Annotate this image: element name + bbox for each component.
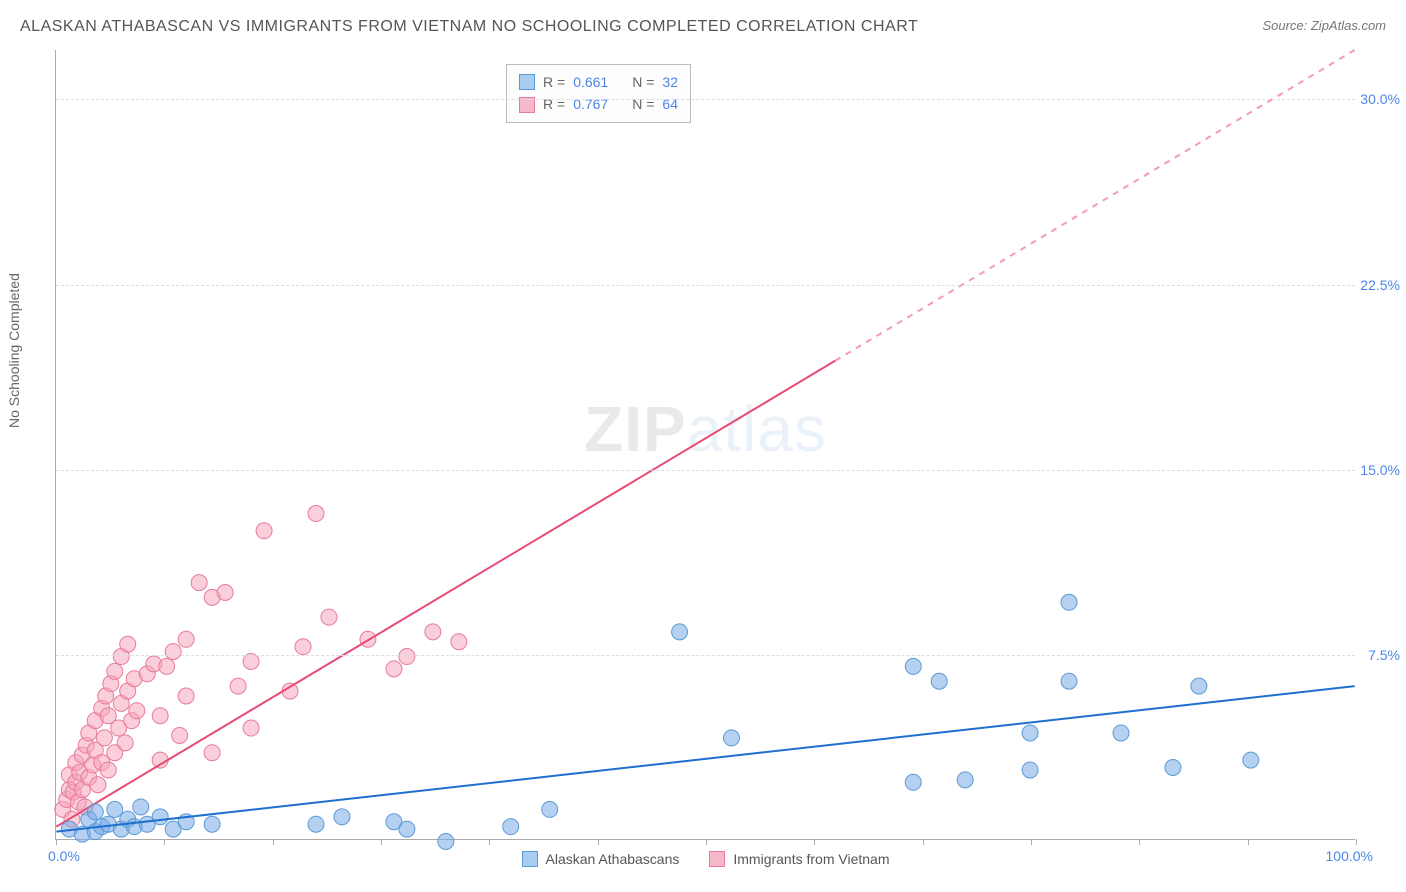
x-tick: [706, 839, 707, 845]
x-tick: [1031, 839, 1032, 845]
data-point: [425, 624, 441, 640]
legend-series-label: Alaskan Athabascans: [546, 851, 680, 867]
data-point: [957, 772, 973, 788]
data-point: [1022, 725, 1038, 741]
data-point: [399, 821, 415, 837]
legend-swatch-icon: [709, 851, 725, 867]
data-point: [672, 624, 688, 640]
data-point: [217, 584, 233, 600]
trend-line-extrapolated: [835, 50, 1354, 361]
data-point: [1022, 762, 1038, 778]
x-tick: [923, 839, 924, 845]
legend-series-item: Immigrants from Vietnam: [709, 851, 889, 867]
data-point: [243, 653, 259, 669]
trend-line: [56, 686, 1354, 831]
data-point: [133, 799, 149, 815]
data-point: [87, 804, 103, 820]
gridline: [56, 655, 1355, 656]
data-point: [308, 506, 324, 522]
chart-title: ALASKAN ATHABASCAN VS IMMIGRANTS FROM VI…: [20, 18, 918, 36]
data-point: [334, 809, 350, 825]
data-point: [438, 833, 454, 849]
data-point: [152, 809, 168, 825]
x-tick: [381, 839, 382, 845]
x-tick: [1139, 839, 1140, 845]
data-point: [172, 727, 188, 743]
legend-series-item: Alaskan Athabascans: [522, 851, 680, 867]
data-point: [165, 644, 181, 660]
data-point: [905, 774, 921, 790]
data-point: [120, 636, 136, 652]
scatter-plot-svg: [56, 50, 1355, 839]
y-tick-label: 7.5%: [1368, 647, 1400, 663]
data-point: [204, 745, 220, 761]
data-point: [152, 708, 168, 724]
data-point: [129, 703, 145, 719]
x-tick: [273, 839, 274, 845]
data-point: [386, 661, 402, 677]
data-point: [321, 609, 337, 625]
data-point: [243, 720, 259, 736]
data-point: [107, 801, 123, 817]
x-tick: [164, 839, 165, 845]
data-point: [178, 631, 194, 647]
y-tick-label: 22.5%: [1360, 277, 1400, 293]
gridline: [56, 285, 1355, 286]
data-point: [503, 819, 519, 835]
source-label: Source: ZipAtlas.com: [1262, 18, 1386, 33]
data-point: [159, 658, 175, 674]
x-tick: [56, 839, 57, 845]
data-point: [204, 816, 220, 832]
x-tick: [1356, 839, 1357, 845]
gridline: [56, 470, 1355, 471]
y-tick-label: 15.0%: [1360, 462, 1400, 478]
data-point: [96, 730, 112, 746]
x-tick: [1248, 839, 1249, 845]
gridline: [56, 99, 1355, 100]
data-point: [178, 688, 194, 704]
data-point: [905, 658, 921, 674]
data-point: [723, 730, 739, 746]
data-point: [1061, 673, 1077, 689]
data-point: [1061, 594, 1077, 610]
data-point: [117, 735, 133, 751]
y-tick-label: 30.0%: [1360, 91, 1400, 107]
chart-container: ALASKAN ATHABASCAN VS IMMIGRANTS FROM VI…: [0, 0, 1406, 892]
data-point: [931, 673, 947, 689]
x-tick: [489, 839, 490, 845]
data-point: [107, 663, 123, 679]
data-point: [451, 634, 467, 650]
x-tick: [598, 839, 599, 845]
data-point: [399, 649, 415, 665]
data-point: [295, 639, 311, 655]
y-axis-label: No Schooling Completed: [6, 273, 22, 428]
data-point: [1191, 678, 1207, 694]
data-point: [1165, 760, 1181, 776]
legend-series-label: Immigrants from Vietnam: [733, 851, 889, 867]
plot-area: ZIPatlas R = 0.661 N = 32 R = 0.767 N = …: [55, 50, 1355, 840]
data-point: [90, 777, 106, 793]
legend-series: Alaskan Athabascans Immigrants from Viet…: [56, 851, 1355, 867]
data-point: [191, 575, 207, 591]
data-point: [1243, 752, 1259, 768]
data-point: [1113, 725, 1129, 741]
data-point: [100, 762, 116, 778]
legend-swatch-icon: [522, 851, 538, 867]
data-point: [542, 801, 558, 817]
data-point: [256, 523, 272, 539]
data-point: [230, 678, 246, 694]
x-tick: [814, 839, 815, 845]
data-point: [308, 816, 324, 832]
